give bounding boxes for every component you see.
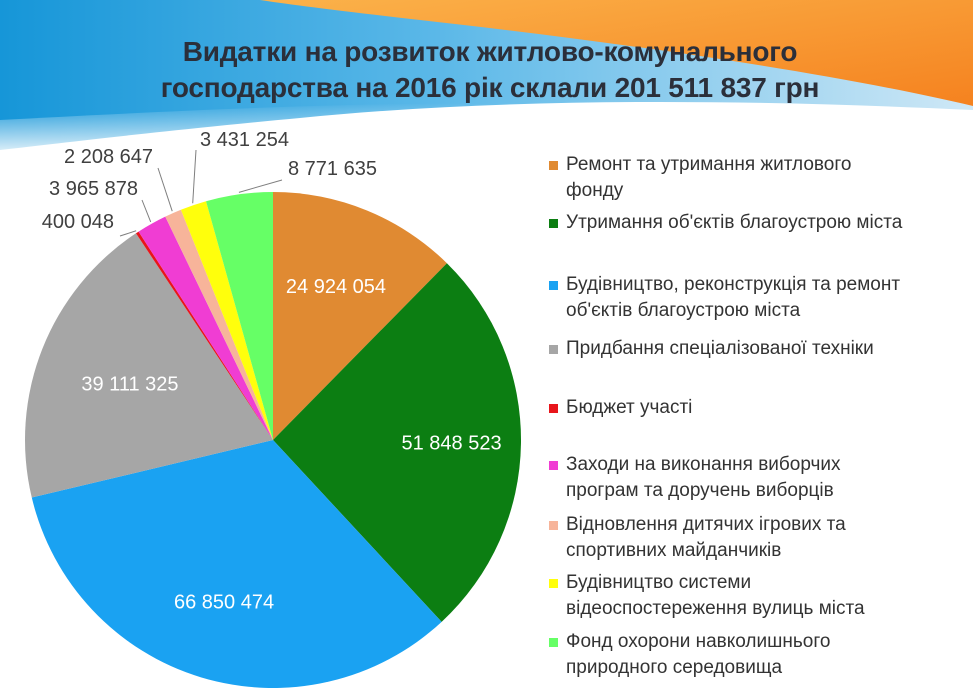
- slice-value-label: 24 924 054: [286, 276, 386, 298]
- slice-value-label: 51 848 523: [401, 433, 501, 455]
- legend-label-line: програм та доручень виборців: [566, 480, 834, 501]
- legend-label: Фонд охорони навколишнього природного сер…: [566, 629, 971, 681]
- legend-label: Будівництво, реконструкція та ремонт об'є…: [566, 272, 971, 324]
- legend-label: Придбання спеціалізованої техніки: [566, 336, 971, 362]
- legend-label-line: відеоспостереження вулиць міста: [566, 598, 865, 619]
- legend-label-line: Заходи на виконання виборчих: [566, 454, 841, 475]
- pie-slice: [206, 192, 273, 440]
- slice-value-label: 2 208 647: [64, 146, 153, 168]
- leader-line: [192, 149, 197, 204]
- legend-swatch: [549, 404, 558, 413]
- slice-value-label: 39 111 325: [81, 374, 178, 396]
- legend-label-line: Придбання спеціалізованої техніки: [566, 338, 874, 359]
- legend-label-line: Будівництво системи: [566, 572, 752, 593]
- legend-label-line: Бюджет участі: [566, 397, 693, 418]
- chart-title-line-2: господарства на 2016 рік склали 201 511 …: [160, 72, 820, 103]
- legend-label: Утримання об'єктів благоустрою міста: [566, 210, 971, 236]
- legend-swatch: [549, 521, 558, 530]
- legend-swatch: [549, 638, 558, 647]
- pie-slice: [25, 233, 274, 498]
- legend-label-line: Утримання об'єктів благоустрою міста: [566, 212, 903, 233]
- legend-label-line: природного середовища: [566, 657, 783, 678]
- pie-slice: [273, 263, 522, 622]
- slice-value-label: 3 965 878: [49, 178, 138, 200]
- legend-label-line: Фонд охорони навколишнього: [566, 631, 831, 652]
- slice-value-label: 400 048: [42, 211, 114, 233]
- legend-swatch: [549, 281, 558, 290]
- chart-title-line-1: Видатки на розвиток житлово-комунального: [182, 36, 798, 67]
- legend-swatch: [549, 579, 558, 588]
- pie-slice: [138, 216, 273, 440]
- slice-value-label: 3 431 254: [200, 129, 289, 151]
- slice-value-label: 66 850 474: [174, 591, 274, 613]
- pie-slice: [273, 192, 447, 440]
- pie-slice: [135, 231, 273, 440]
- legend-label-line: спортивних майданчиків: [566, 540, 782, 561]
- legend-label: Відновлення дитячих ігрових та спортивних…: [566, 512, 971, 564]
- legend-label: Бюджет участі: [566, 395, 971, 421]
- pie-slice: [180, 201, 273, 440]
- legend-label-line: Ремонт та утримання житлового: [566, 154, 852, 175]
- legend-label-line: Будівництво, реконструкція та ремонт: [566, 274, 901, 295]
- leader-line: [119, 230, 137, 237]
- legend-label: Ремонт та утримання житлового фонду: [566, 152, 971, 204]
- legend-label-line: об'єктів благоустрою міста: [566, 300, 801, 321]
- leader-line: [238, 179, 283, 193]
- leader-line: [157, 167, 173, 212]
- pie-slice: [31, 440, 442, 688]
- slice-value-label: 8 771 635: [288, 158, 377, 180]
- pie-slice: [165, 209, 273, 440]
- legend-label: Будівництво системи відеоспостереження ву…: [566, 570, 971, 622]
- legend-label-line: фонду: [566, 180, 624, 201]
- legend-swatch: [549, 219, 558, 228]
- legend-label: Заходи на виконання виборчих програм та д…: [566, 452, 971, 504]
- legend-swatch: [549, 345, 558, 354]
- legend-swatch: [549, 161, 558, 170]
- legend-swatch: [549, 461, 558, 470]
- leader-line: [141, 199, 152, 223]
- chart-title: Видатки на розвиток житлово-комунального…: [100, 34, 880, 106]
- legend-label-line: Відновлення дитячих ігрових та: [566, 514, 846, 535]
